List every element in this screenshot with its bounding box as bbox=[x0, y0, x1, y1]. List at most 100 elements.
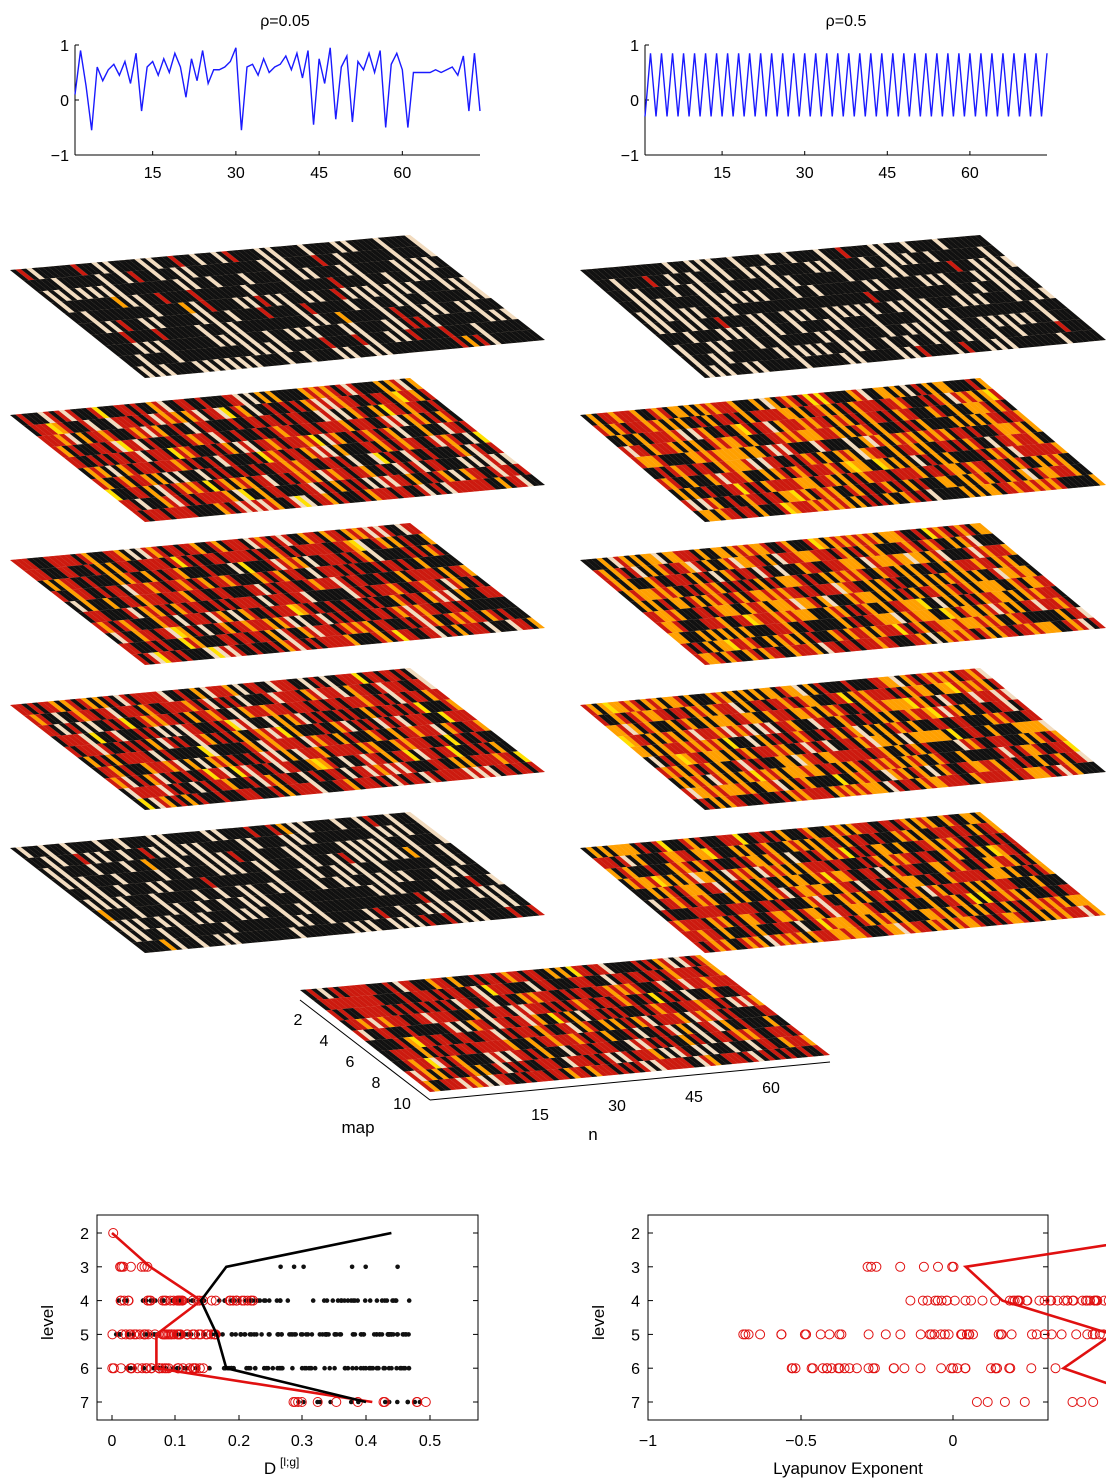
heatmap-cell bbox=[896, 300, 915, 312]
heatmap-cell bbox=[963, 341, 982, 353]
heatmap-cell bbox=[399, 450, 418, 462]
heatmap-cell bbox=[255, 499, 275, 511]
heatmap-cell bbox=[702, 282, 721, 294]
heatmap-cell bbox=[694, 306, 713, 319]
heatmap-cell bbox=[418, 268, 437, 280]
heatmap-cell bbox=[253, 463, 273, 475]
heatmap-cell bbox=[981, 280, 1000, 292]
heatmap-cell bbox=[255, 403, 275, 415]
heatmap-cell bbox=[648, 287, 667, 299]
heatmap-cell bbox=[334, 408, 354, 420]
heatmap-cell bbox=[428, 483, 448, 495]
heatmap-cell bbox=[104, 465, 124, 477]
heatmap-cell bbox=[293, 327, 313, 339]
heatmap-cell bbox=[491, 465, 510, 477]
heatmap-cell bbox=[388, 330, 408, 342]
heatmap-cell bbox=[155, 448, 175, 460]
heatmap-cell bbox=[337, 252, 356, 264]
heatmap-cell bbox=[794, 274, 813, 286]
heatmap-cell bbox=[765, 265, 784, 277]
heatmap-cell bbox=[239, 308, 259, 320]
heatmap-cell bbox=[269, 341, 289, 353]
heatmap-cell bbox=[380, 440, 400, 452]
heatmap-cell bbox=[930, 344, 949, 356]
heatmap-cell bbox=[711, 269, 730, 281]
heatmap-cell bbox=[507, 319, 527, 331]
heatmap-cell bbox=[199, 324, 218, 336]
heatmap-cell bbox=[393, 330, 413, 342]
heatmap-cell bbox=[994, 326, 1013, 338]
heatmap-cell bbox=[963, 306, 982, 317]
heatmap-cell bbox=[412, 389, 432, 401]
heatmap-cell bbox=[342, 252, 362, 264]
heatmap-cell bbox=[624, 277, 643, 289]
heatmap-cell bbox=[118, 355, 137, 368]
heatmap-cell bbox=[50, 301, 70, 314]
heatmap-cell bbox=[69, 456, 89, 468]
heatmap-cell bbox=[388, 379, 408, 391]
heatmap-cell bbox=[350, 286, 370, 298]
heatmap-cell bbox=[199, 300, 218, 312]
heatmap-cell bbox=[77, 323, 97, 335]
heatmap-cell bbox=[123, 331, 143, 343]
heatmap-cell bbox=[888, 277, 906, 289]
heatmap-cell bbox=[115, 464, 135, 476]
heatmap-cell bbox=[685, 355, 704, 367]
heatmap-cell bbox=[139, 426, 159, 438]
heatmap-cell bbox=[323, 242, 343, 254]
heatmap-cell bbox=[253, 439, 273, 451]
heatmap-cell bbox=[860, 280, 879, 292]
heatmap-cell bbox=[981, 316, 1000, 328]
heatmap-cell bbox=[264, 391, 283, 403]
heatmap-cell bbox=[226, 298, 246, 310]
heatmap-cell bbox=[277, 425, 297, 437]
heatmap-cell bbox=[166, 279, 186, 291]
heatmap-cell bbox=[347, 466, 367, 479]
heatmap-cell bbox=[995, 338, 1014, 350]
heatmap-cell bbox=[855, 389, 874, 401]
heatmap-cell bbox=[700, 270, 719, 282]
heatmap-cell bbox=[673, 308, 692, 321]
heatmap-cell bbox=[37, 435, 56, 448]
heatmap-cell bbox=[391, 294, 410, 306]
heatmap-cell bbox=[64, 409, 83, 421]
heatmap-cell bbox=[642, 287, 661, 299]
heatmap-cell bbox=[963, 235, 982, 247]
heatmap-cell bbox=[637, 288, 656, 300]
heatmap-cell bbox=[374, 416, 394, 428]
heatmap-cell bbox=[339, 264, 359, 276]
heatmap-cell bbox=[374, 320, 394, 332]
heatmap-cell bbox=[712, 352, 731, 365]
heatmap-cell bbox=[401, 414, 421, 426]
heatmap-cell bbox=[947, 237, 966, 249]
heatmap-cell bbox=[388, 475, 408, 487]
heatmap-cell bbox=[174, 338, 194, 350]
heatmap-cell bbox=[512, 463, 532, 475]
heatmap-cell bbox=[710, 341, 729, 353]
heatmap-cell bbox=[234, 333, 254, 345]
heatmap-cell bbox=[423, 483, 443, 495]
heatmap-cell bbox=[792, 262, 811, 274]
heatmap-cell bbox=[893, 242, 912, 254]
heatmap-cell bbox=[134, 474, 154, 486]
heatmap-cell bbox=[204, 300, 224, 312]
heatmap-cell bbox=[979, 339, 998, 351]
heatmap-cell bbox=[851, 292, 870, 304]
heatmap-cell bbox=[898, 385, 917, 397]
heatmap-cell bbox=[967, 258, 986, 270]
heatmap-cell bbox=[158, 268, 178, 280]
heatmap-cell bbox=[434, 267, 454, 279]
heatmap-cell bbox=[434, 338, 454, 350]
heatmap-cell bbox=[261, 330, 281, 342]
heatmap-cell bbox=[434, 458, 454, 471]
heatmap-cell bbox=[396, 486, 416, 498]
heatmap-cell bbox=[277, 497, 297, 509]
heatmap-cell bbox=[142, 269, 162, 281]
heatmap-cell bbox=[943, 249, 962, 261]
heatmap-cell bbox=[458, 277, 478, 288]
heatmap-cell bbox=[466, 479, 486, 491]
heatmap-cell bbox=[361, 429, 381, 441]
heatmap-cell bbox=[137, 462, 156, 474]
heatmap-cell bbox=[296, 483, 316, 495]
heatmap-cell bbox=[323, 312, 343, 324]
